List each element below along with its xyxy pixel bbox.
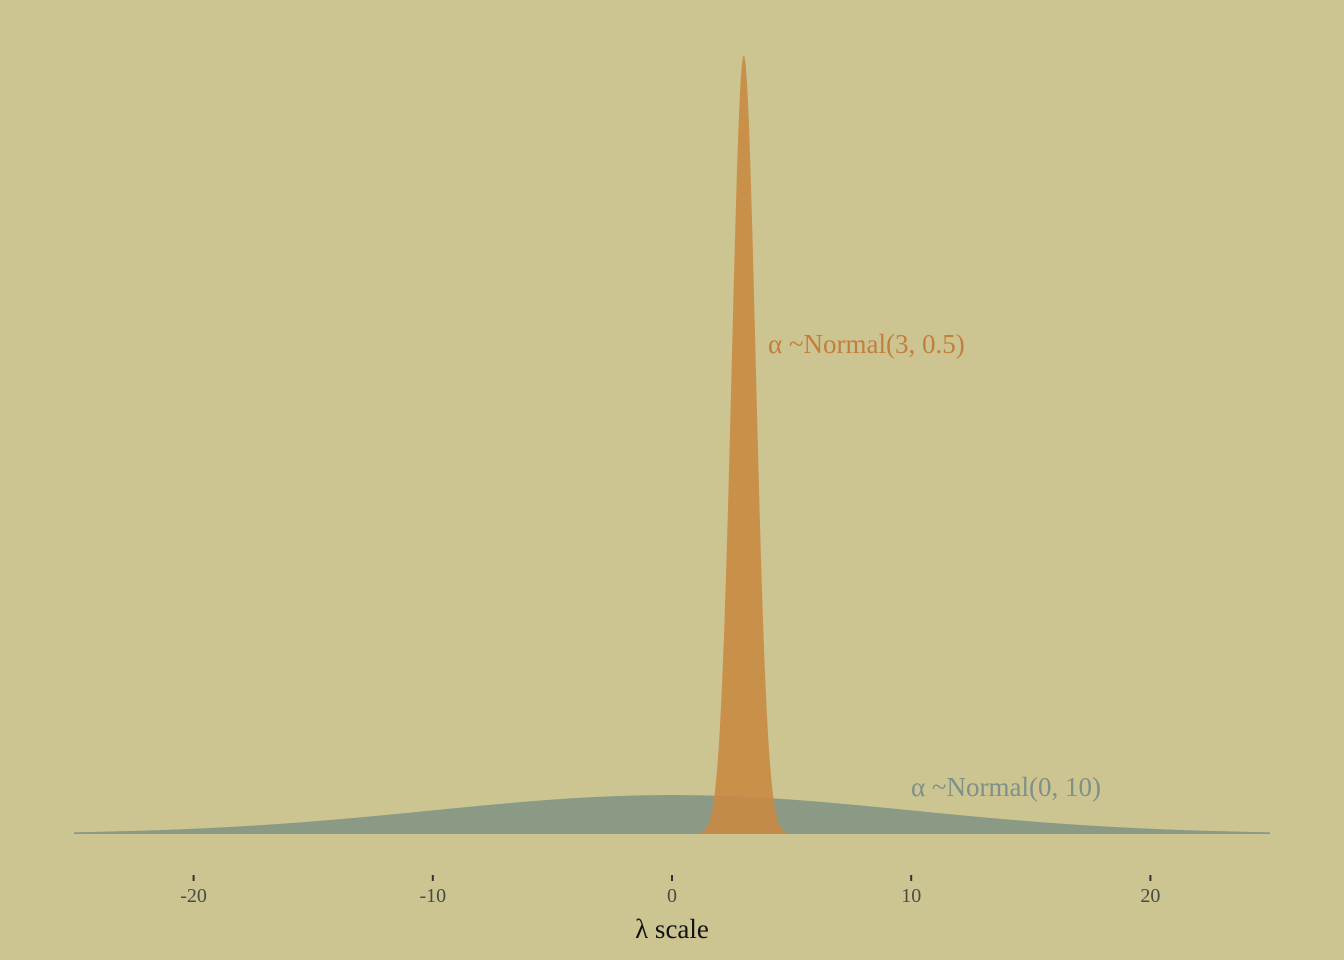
series-label-narrow-prior: α ~Normal(3, 0.5) — [768, 329, 965, 359]
x-axis: -20 -10 0 10 20 — [180, 875, 1160, 907]
x-tick-label: 10 — [901, 885, 921, 907]
density-areas — [74, 55, 1270, 834]
x-tick-label: -10 — [419, 885, 446, 907]
x-tick-label: 20 — [1140, 885, 1160, 907]
series-label-wide-prior: α ~Normal(0, 10) — [911, 772, 1101, 802]
x-tick-label: 0 — [667, 885, 677, 907]
density-area-wide — [74, 795, 1270, 834]
density-area-narrow — [74, 55, 1270, 834]
x-tick-label: -20 — [180, 885, 207, 907]
x-axis-title: λ scale — [635, 914, 709, 944]
